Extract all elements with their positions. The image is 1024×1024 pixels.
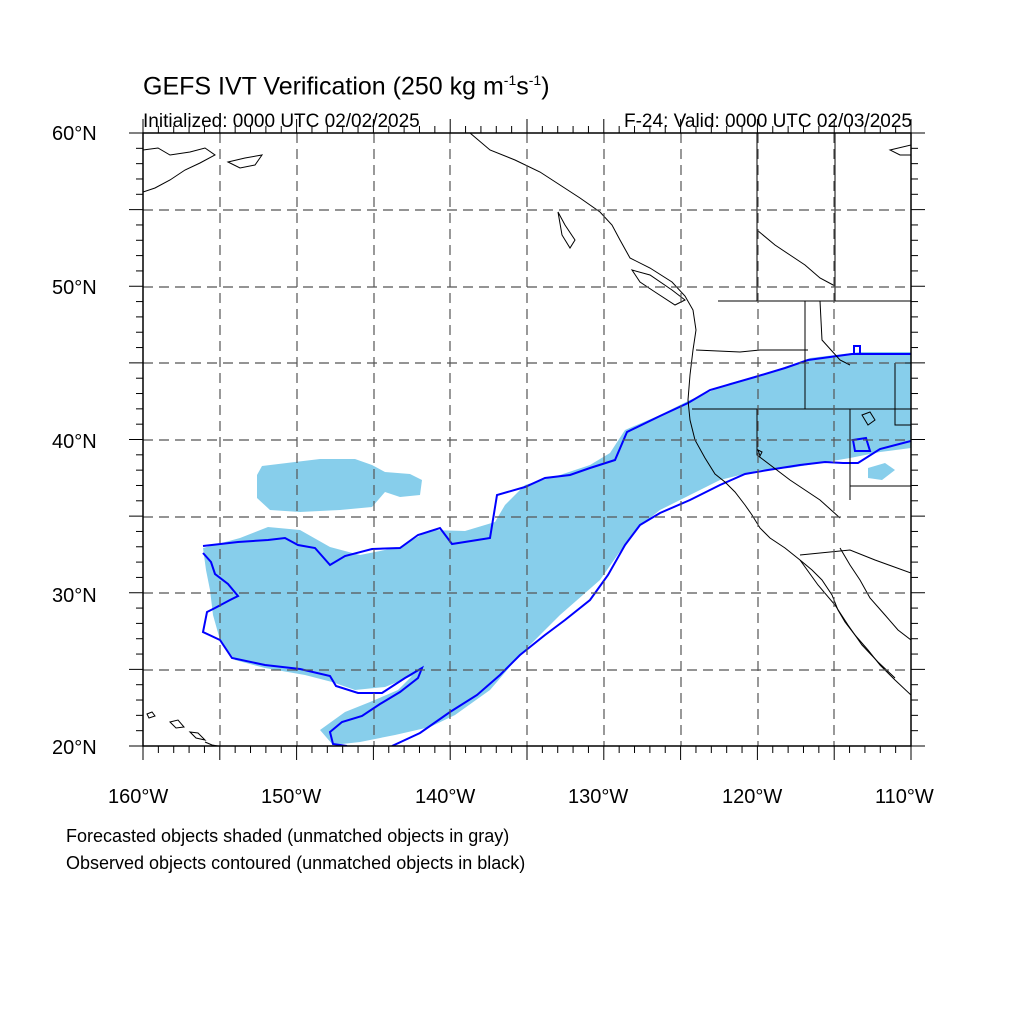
coastline-hudson-edge	[888, 144, 911, 156]
axis-ticks	[129, 119, 925, 760]
lon-label-130w: 130°W	[568, 786, 629, 808]
lat-label-20n: 20°N	[52, 737, 97, 759]
initialized-time: Initialized: 0000 UTC 02/02/2025	[143, 111, 420, 132]
lon-label-150w: 150°W	[261, 786, 322, 808]
lake-great-salt	[861, 411, 876, 426]
border-idaho	[804, 300, 851, 409]
island-hawaii-2	[169, 719, 185, 729]
graticule	[143, 133, 911, 746]
coastline-north-america	[469, 133, 911, 696]
coastline-alaska	[143, 147, 216, 193]
forecast-object-subtropical	[257, 459, 422, 512]
border-washington-oregon	[695, 349, 808, 353]
island-vancouver	[630, 269, 686, 306]
legend-note-forecast: Forecasted objects shaded (unmatched obj…	[66, 826, 510, 846]
island-alaska-small	[226, 154, 264, 169]
island-hawaii-1	[146, 711, 156, 719]
border-us-mexico	[799, 549, 911, 574]
observed-object-idaho-notch	[853, 345, 861, 354]
forecast-object-great-basin-spot	[868, 463, 895, 480]
island-haida-gwaii	[557, 211, 576, 249]
lake-tahoe	[757, 449, 763, 458]
lon-label-120w: 120°W	[722, 786, 783, 808]
lon-label-160w: 160°W	[108, 786, 169, 808]
map-title: GEFS IVT Verification (250 kg m-1s-1)	[143, 72, 550, 101]
coastline-baja-outer	[799, 559, 896, 679]
coastline-canada-mainland	[756, 229, 836, 287]
lat-label-30n: 30°N	[52, 585, 97, 607]
lon-label-140w: 140°W	[415, 786, 476, 808]
lat-label-50n: 50°N	[52, 277, 97, 299]
observed-object-contour	[201, 353, 911, 746]
border-canada-provinces	[756, 133, 836, 301]
forecast-object-main	[203, 352, 911, 745]
lon-label-110w: 110°W	[875, 786, 934, 808]
lat-label-60n: 60°N	[52, 123, 97, 145]
forecast-objects	[203, 352, 911, 745]
observed-object-great-basin-contour	[851, 436, 872, 452]
lat-label-40n: 40°N	[52, 431, 97, 453]
coastline-baja-inner	[839, 547, 911, 641]
legend-note-observed: Observed objects contoured (unmatched ob…	[66, 853, 526, 873]
island-hawaii-3	[188, 731, 207, 741]
